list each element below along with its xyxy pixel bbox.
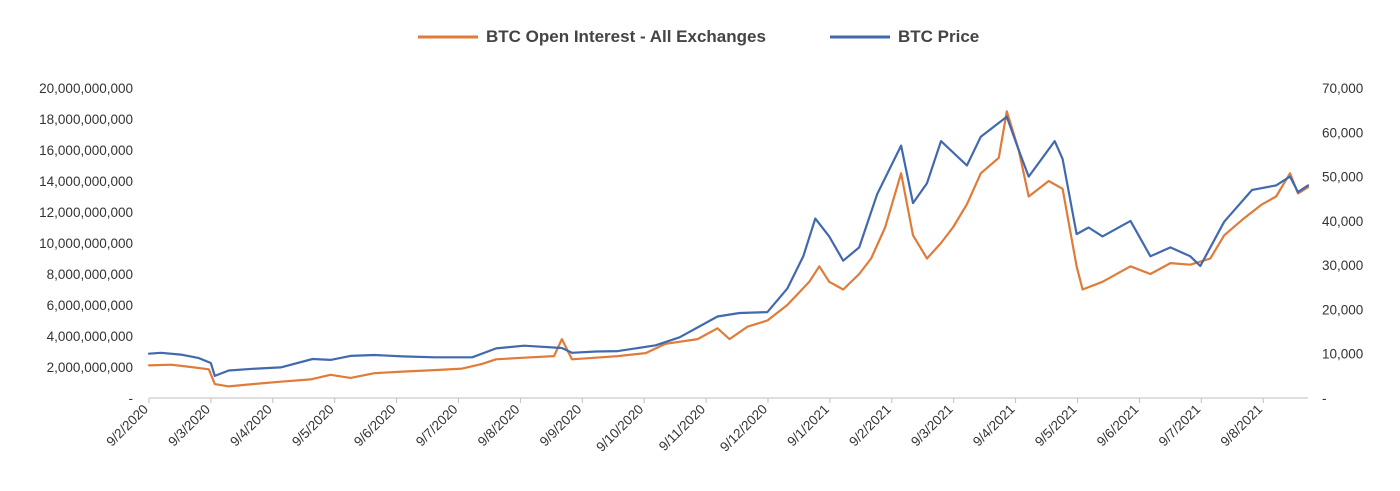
x-tick-label: 9/2/2021 — [846, 402, 894, 450]
right-tick-label: 50,000 — [1322, 170, 1363, 185]
legend-label-btc-price: BTC Price — [898, 27, 979, 46]
right-tick-label: 60,000 — [1322, 125, 1363, 140]
right-axis: - 10,000 20,000 30,000 40,000 50,000 60,000 70,… — [1322, 81, 1363, 406]
x-tick-label: 9/7/2021 — [1156, 402, 1204, 450]
right-tick-label: 10,000 — [1322, 347, 1363, 362]
x-tick-label: 9/9/2020 — [537, 402, 585, 450]
series-line-btc-price — [147, 115, 1310, 377]
x-tick-label: 9/4/2020 — [227, 402, 275, 450]
left-tick-label: 2,000,000,000 — [47, 360, 133, 375]
x-tick-label: 9/8/2020 — [475, 402, 523, 450]
x-tick-label: 9/3/2020 — [165, 402, 213, 450]
left-tick-label: 12,000,000,000 — [39, 205, 133, 220]
left-tick-label: 14,000,000,000 — [39, 174, 133, 189]
x-axis: 9/2/2020 9/3/2020 9/4/2020 9/5/2020 9/6/2020… — [103, 398, 1265, 455]
x-tick-label: 9/8/2021 — [1218, 402, 1266, 450]
left-tick-label: 6,000,000,000 — [47, 298, 133, 313]
x-tick-label: 9/6/2021 — [1094, 402, 1142, 450]
x-tick-label: 9/3/2021 — [908, 402, 956, 450]
x-tick-label: 9/11/2020 — [656, 402, 708, 454]
right-tick-label: 30,000 — [1322, 258, 1363, 273]
right-tick-label: 70,000 — [1322, 81, 1363, 96]
x-tick-label: 9/10/2020 — [593, 402, 646, 455]
left-tick-label: 4,000,000,000 — [47, 329, 133, 344]
right-tick-label: - — [1322, 391, 1327, 406]
x-tick-label: 9/7/2020 — [413, 402, 461, 450]
x-tick-label: 9/4/2021 — [970, 402, 1018, 450]
right-tick-label: 40,000 — [1322, 214, 1363, 229]
x-tick-label: 9/2/2020 — [103, 402, 151, 450]
left-tick-label: - — [129, 391, 134, 406]
x-tick-label: 9/1/2021 — [784, 402, 832, 450]
series-line-open-interest — [147, 110, 1310, 388]
x-tick-label: 9/12/2020 — [717, 402, 770, 455]
left-tick-label: 20,000,000,000 — [39, 81, 133, 96]
x-tick-label: 9/5/2021 — [1032, 402, 1080, 450]
left-axis: - 2,000,000,000 4,000,000,000 6,000,000,000… — [39, 81, 133, 406]
left-tick-label: 10,000,000,000 — [39, 236, 133, 251]
left-tick-label: 16,000,000,000 — [39, 143, 133, 158]
x-tick-label: 9/6/2020 — [351, 402, 399, 450]
legend: BTC Open Interest - All Exchanges BTC Pr… — [418, 27, 979, 46]
left-tick-label: 18,000,000,000 — [39, 112, 133, 127]
right-tick-label: 20,000 — [1322, 302, 1363, 317]
x-tick-label: 9/5/2020 — [289, 402, 337, 450]
left-tick-label: 8,000,000,000 — [47, 267, 133, 282]
series-layer — [147, 110, 1310, 388]
legend-label-open-interest: BTC Open Interest - All Exchanges — [486, 27, 766, 46]
